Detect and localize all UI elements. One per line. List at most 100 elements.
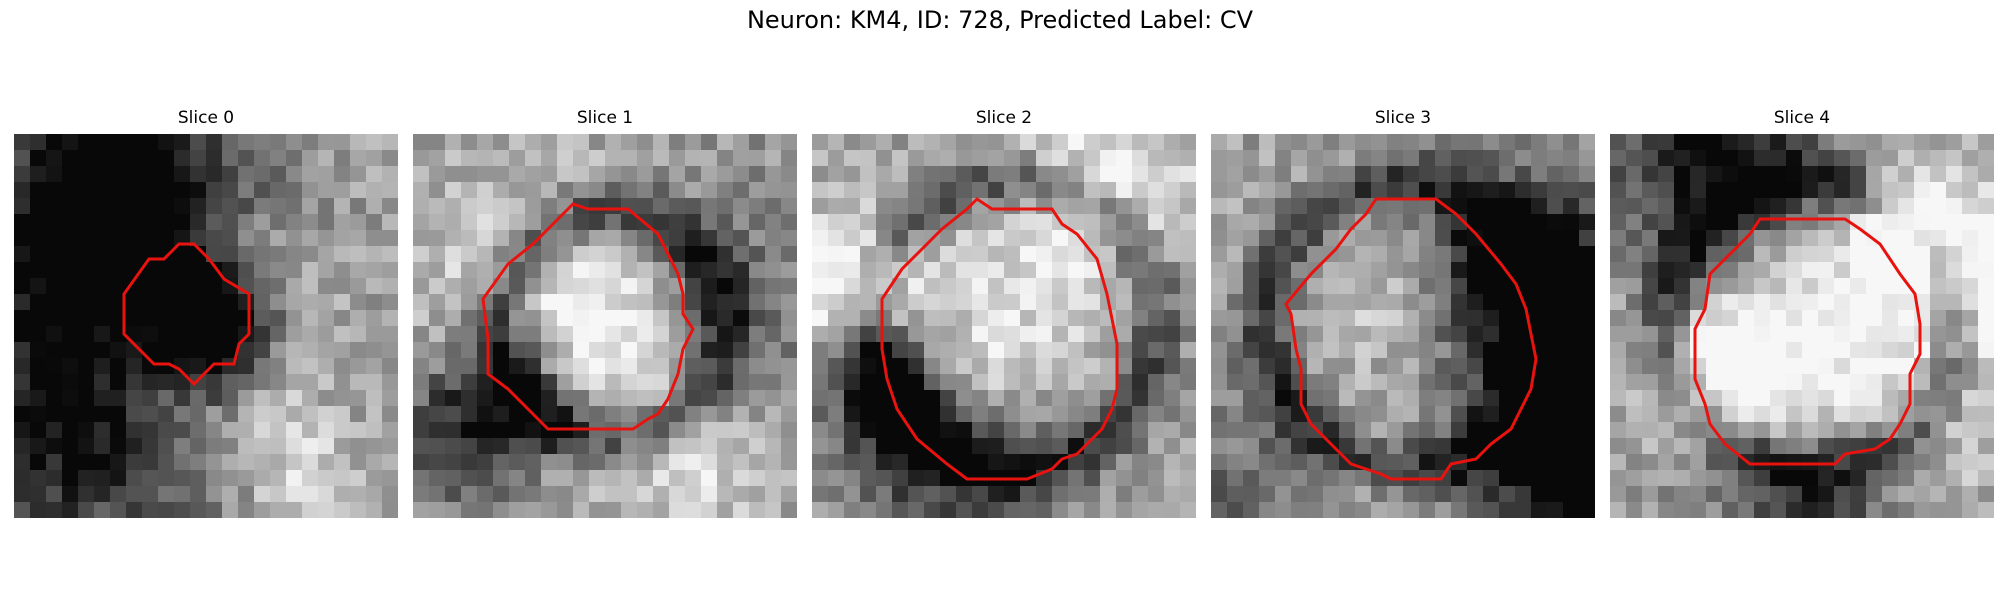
- pixel: [1467, 150, 1484, 167]
- pixel: [142, 438, 159, 455]
- pixel: [1579, 198, 1595, 215]
- pixel: [749, 502, 766, 518]
- pixel: [892, 182, 909, 199]
- pixel: [1148, 326, 1165, 343]
- pixel: [445, 198, 462, 215]
- pixel: [413, 502, 430, 518]
- pixel: [637, 262, 654, 279]
- pixel: [605, 390, 622, 407]
- pixel: [1610, 150, 1627, 167]
- pixel: [206, 134, 223, 151]
- pixel: [30, 486, 47, 503]
- pixel: [1339, 278, 1356, 295]
- pixel: [1706, 294, 1723, 311]
- pixel: [1227, 454, 1244, 471]
- pixel: [876, 390, 893, 407]
- pixel: [1770, 342, 1787, 359]
- pixel: [908, 294, 925, 311]
- pixel: [860, 310, 877, 327]
- pixel: [1227, 390, 1244, 407]
- pixel: [509, 182, 526, 199]
- pixel: [334, 406, 351, 423]
- pixel: [1658, 438, 1675, 455]
- pixel: [1036, 454, 1053, 471]
- pixel: [254, 342, 271, 359]
- pixel: [174, 470, 191, 487]
- pixel: [174, 198, 191, 215]
- pixel: [174, 438, 191, 455]
- pixel: [621, 214, 638, 231]
- pixel: [382, 438, 398, 455]
- pixel: [1467, 326, 1484, 343]
- pixel: [1690, 182, 1707, 199]
- pixel: [46, 502, 63, 518]
- pixel: [1004, 486, 1021, 503]
- pixel: [653, 278, 670, 295]
- pixel: [1914, 470, 1931, 487]
- pixel: [350, 230, 367, 247]
- pixel: [1547, 326, 1564, 343]
- pixel: [653, 502, 670, 518]
- pixel: [46, 230, 63, 247]
- pixel: [334, 374, 351, 391]
- pixel: [1722, 198, 1739, 215]
- pixel: [589, 310, 606, 327]
- pixel: [1084, 134, 1101, 151]
- pixel: [46, 454, 63, 471]
- pixel: [940, 438, 957, 455]
- pixel: [701, 262, 718, 279]
- pixel: [1882, 246, 1899, 263]
- pixel: [1227, 422, 1244, 439]
- pixel: [14, 310, 31, 327]
- pixel: [445, 486, 462, 503]
- pixel: [190, 246, 207, 263]
- pixel: [1323, 294, 1340, 311]
- pixel: [1132, 326, 1149, 343]
- pixel: [286, 310, 303, 327]
- pixel: [1180, 198, 1196, 215]
- pixel: [254, 454, 271, 471]
- pixel: [1387, 326, 1404, 343]
- pixel: [589, 326, 606, 343]
- pixel: [30, 390, 47, 407]
- pixel: [685, 422, 702, 439]
- pixel: [589, 182, 606, 199]
- pixel: [1786, 198, 1803, 215]
- pixel: [1499, 198, 1516, 215]
- pixel: [1371, 502, 1388, 518]
- pixel: [940, 406, 957, 423]
- pixel: [1866, 486, 1883, 503]
- pixel: [781, 182, 797, 199]
- segmentation-contour: [481, 202, 695, 431]
- pixel: [62, 502, 79, 518]
- pixel: [1100, 374, 1117, 391]
- pixel: [1978, 502, 1994, 518]
- pixel: [1658, 422, 1675, 439]
- pixel: [1579, 358, 1595, 375]
- pixel: [509, 150, 526, 167]
- pixel: [1052, 422, 1069, 439]
- pixel: [1914, 390, 1931, 407]
- pixel: [908, 486, 925, 503]
- pixel: [94, 182, 111, 199]
- pixel: [1467, 502, 1484, 518]
- pixel: [1451, 214, 1468, 231]
- pixel: [557, 310, 574, 327]
- pixel: [334, 470, 351, 487]
- pixel: [1626, 454, 1643, 471]
- pixel: [924, 470, 941, 487]
- pixel: [908, 182, 925, 199]
- pixel: [238, 246, 255, 263]
- pixel: [1068, 438, 1085, 455]
- pixel: [1355, 310, 1372, 327]
- pixel: [1211, 502, 1228, 518]
- pixel: [1978, 294, 1994, 311]
- pixel: [366, 278, 383, 295]
- slice-image-2: [812, 134, 1196, 518]
- pixel: [1403, 214, 1420, 231]
- pixel: [318, 246, 335, 263]
- pixel: [1467, 374, 1484, 391]
- pixel: [812, 390, 829, 407]
- pixel: [1706, 326, 1723, 343]
- pixel: [541, 166, 558, 183]
